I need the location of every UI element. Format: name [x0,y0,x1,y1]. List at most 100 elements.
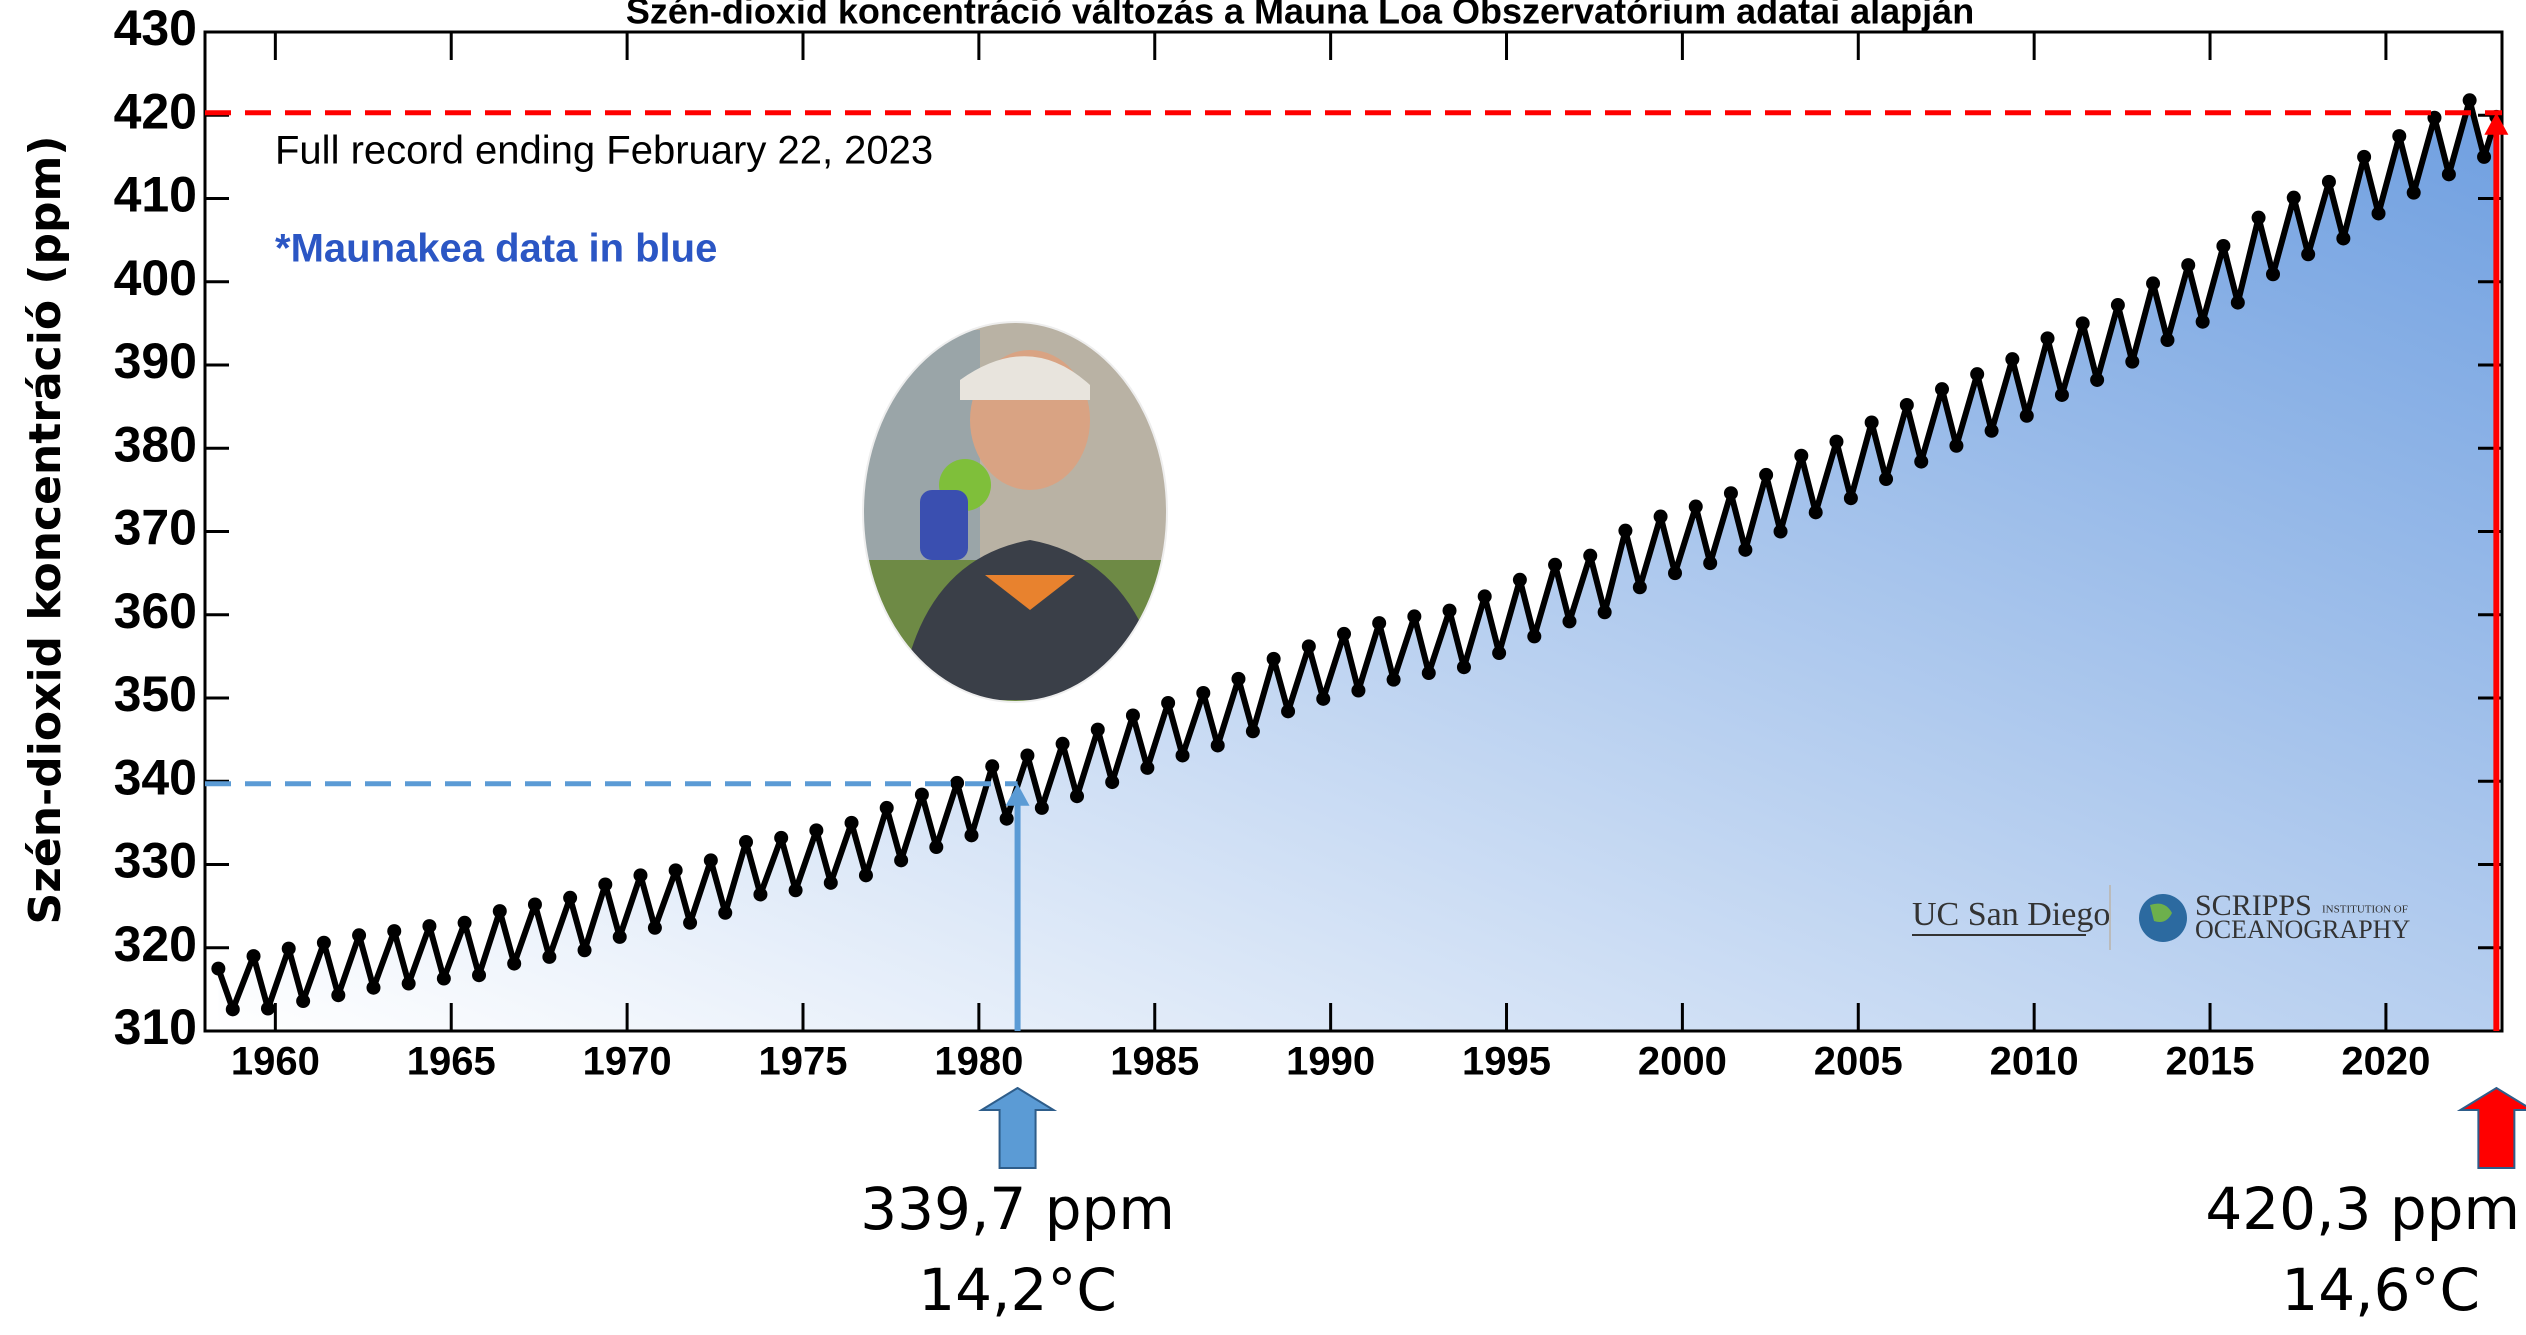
point [739,835,754,850]
note: Full record ending February 22, 2023 [275,129,933,173]
point [2371,206,2386,221]
point [1034,800,1049,815]
point [1512,572,1527,587]
point [823,875,838,890]
annotation-temperature: 14,6°C [2281,1256,2480,1324]
point [1808,505,1823,520]
point [1125,708,1140,723]
point [1070,789,1085,804]
photo-frame [862,321,1168,703]
point [2216,238,2231,253]
point [1372,616,1387,631]
point [1210,738,1225,753]
point [211,961,226,976]
point [1632,580,1647,595]
note: *Maunakea data in blue [275,227,717,271]
point [1442,603,1457,618]
point [2301,247,2316,262]
point [472,968,487,983]
point [422,919,437,934]
point [281,941,296,956]
y-tick-label: 330 [114,833,197,889]
point [683,915,698,930]
point [2477,149,2492,164]
point [1668,566,1683,581]
point [1984,423,1999,438]
point [1245,724,1260,739]
point [999,811,1014,826]
point [1934,382,1949,397]
chart-title: Szén-dioxid koncentráció változás a Maun… [626,0,1974,32]
point [844,815,859,830]
point [563,890,578,905]
point [1055,736,1070,751]
block-arrow [978,1086,1058,1169]
point [1316,691,1331,706]
point [1773,524,1788,539]
point [2075,316,2090,331]
point [612,929,627,944]
point [1653,509,1668,524]
point [1492,646,1507,661]
annotation-label: 420,3 ppm [2205,1175,2520,1243]
point [352,928,367,943]
point [2357,149,2372,164]
y-tick-label: 400 [114,250,197,306]
point [1829,434,1844,449]
point [703,853,718,868]
point [387,924,402,939]
point [985,759,1000,774]
point [492,904,507,919]
point [2441,167,2456,182]
point [718,905,733,920]
point [225,1002,240,1017]
point [1864,415,1879,430]
area [218,100,2497,1032]
point [1301,639,1316,654]
logo-text: OCEANOGRAPHY [2195,915,2410,944]
point [2125,354,2140,369]
arrow-head [1005,783,1030,806]
y-axis-label: Szén-dioxid koncentráció (ppm) [20,136,71,925]
point [1914,454,1929,469]
y-tick-label: 380 [114,416,197,472]
logo-text: UC San Diego [1912,896,2110,933]
x-tick-label: 2005 [1814,1040,1903,1084]
annotation-temperature: 14,2°C [918,1256,1117,1324]
point [1421,666,1436,681]
point [1337,626,1352,641]
point [668,863,683,878]
point [1899,397,1914,412]
point [1456,660,1471,675]
point [2019,408,2034,423]
point [753,887,768,902]
point [1090,722,1105,737]
point [2462,93,2477,108]
y-tick-label: 420 [114,83,197,139]
point [401,976,416,991]
point [774,830,789,845]
point [457,915,472,930]
x-tick-label: 1980 [934,1040,1023,1084]
point [809,823,824,838]
logos: UC San Diego SCRIPPS INSTITUTION OF OCEA… [1912,885,2410,950]
point [2160,333,2175,348]
x-tick-label: 1970 [583,1040,672,1084]
point [2195,314,2210,329]
point [1281,704,1296,719]
point [2266,267,2281,282]
y-tick-label: 320 [114,916,197,972]
point [1759,467,1774,482]
point [1105,775,1120,790]
y-tick-label: 370 [114,500,197,556]
point [2230,295,2245,310]
point [1231,671,1246,686]
point [542,949,557,964]
point [1562,614,1577,629]
point [2321,174,2336,189]
x-tick-label: 1965 [407,1040,496,1084]
y-tick-label: 390 [114,333,197,389]
point [858,868,873,883]
point [1618,523,1633,538]
point [527,897,542,912]
